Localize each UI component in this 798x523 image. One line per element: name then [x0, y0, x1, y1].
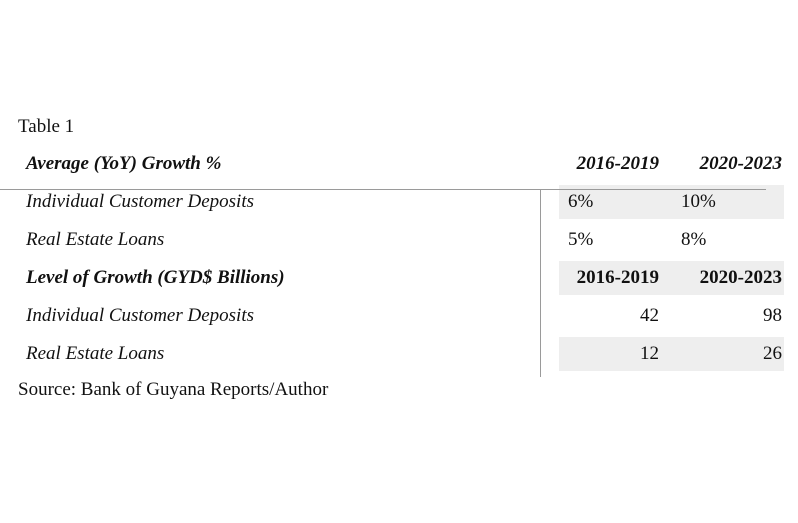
- row-label: Individual Customer Deposits: [26, 191, 254, 212]
- header-col-2016-2019: 2016-2019: [576, 153, 659, 174]
- row-value-2016-2019: 5%: [568, 229, 594, 250]
- level-header-col-2020-2023: 2020-2023: [699, 267, 782, 288]
- growth-table: Average (YoY) Growth % 2016-2019 2020-20…: [18, 145, 784, 373]
- column-divider: [540, 190, 541, 377]
- source-note: Source: Bank of Guyana Reports/Author: [18, 379, 329, 400]
- row-value-2020-2023: 8%: [681, 229, 707, 250]
- table-row: Real Estate Loans 5% 8%: [18, 221, 784, 259]
- table-row: Individual Customer Deposits 6% 10%: [18, 183, 784, 221]
- header-label: Average (YoY) Growth %: [26, 153, 222, 174]
- table-caption: Table 1: [18, 116, 75, 137]
- row-shading: [559, 261, 784, 295]
- header-col-2020-2023: 2020-2023: [699, 153, 782, 174]
- table-header-row: Average (YoY) Growth % 2016-2019 2020-20…: [18, 145, 784, 183]
- row-value-2016-2019: 6%: [568, 191, 594, 212]
- header-divider: [0, 189, 766, 190]
- row-value-2016-2019: 42: [640, 305, 659, 326]
- level-header-col-2016-2019: 2016-2019: [576, 267, 659, 288]
- row-shading: [559, 337, 784, 371]
- row-shading: [559, 185, 784, 219]
- table-row: Real Estate Loans 12 26: [18, 335, 784, 373]
- row-label: Individual Customer Deposits: [26, 305, 254, 326]
- row-value-2020-2023: 26: [763, 343, 782, 364]
- row-value-2016-2019: 12: [640, 343, 659, 364]
- level-header-row: Level of Growth (GYD$ Billions) 2016-201…: [18, 259, 784, 297]
- row-label: Real Estate Loans: [26, 229, 165, 250]
- table-row: Individual Customer Deposits 42 98: [18, 297, 784, 335]
- row-label: Real Estate Loans: [26, 343, 165, 364]
- row-value-2020-2023: 98: [763, 305, 782, 326]
- row-value-2020-2023: 10%: [681, 191, 716, 212]
- level-header-label: Level of Growth (GYD$ Billions): [26, 267, 285, 288]
